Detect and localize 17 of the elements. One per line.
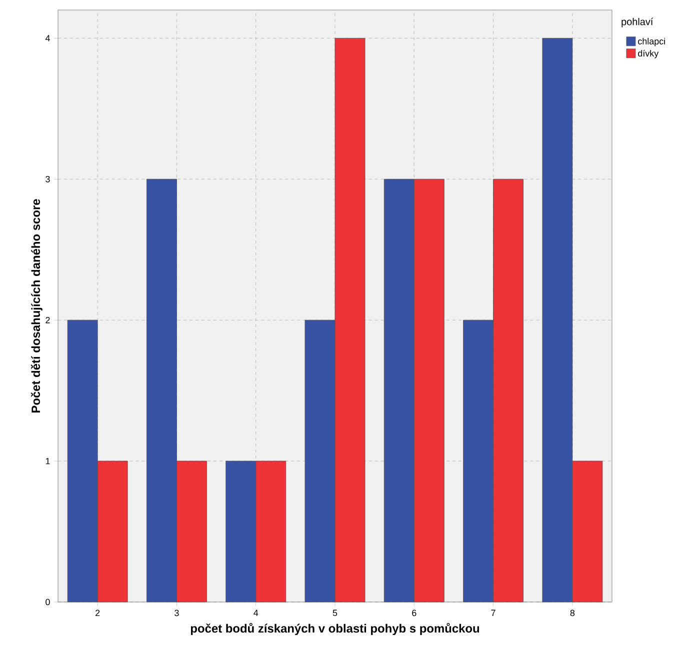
legend-label: dívky: [638, 50, 659, 58]
x-tick-label: 4: [254, 610, 258, 616]
y-tick-label: 0: [46, 598, 50, 606]
x-tick-label: 3: [174, 610, 179, 616]
legend-label: chlapci: [638, 38, 665, 46]
x-tick-label: 8: [570, 610, 575, 616]
y-tick-label: 3: [46, 176, 50, 182]
legend-title: pohlaví: [622, 18, 654, 28]
x-tick-label: 2: [96, 610, 100, 616]
y-tick-label: 1: [46, 458, 50, 464]
x-tick-label: 6: [412, 610, 416, 616]
x-tick-label: 7: [491, 610, 496, 616]
y-tick-label: 4: [45, 35, 50, 42]
y-axis-title: Počet dětí dosahujících daného score: [31, 199, 42, 412]
x-tick-label: 5: [332, 610, 338, 616]
y-tick-label: 2: [46, 316, 50, 324]
x-axis-title: počet bodů získaných v oblasti pohyb s pomůckou: [190, 622, 480, 636]
